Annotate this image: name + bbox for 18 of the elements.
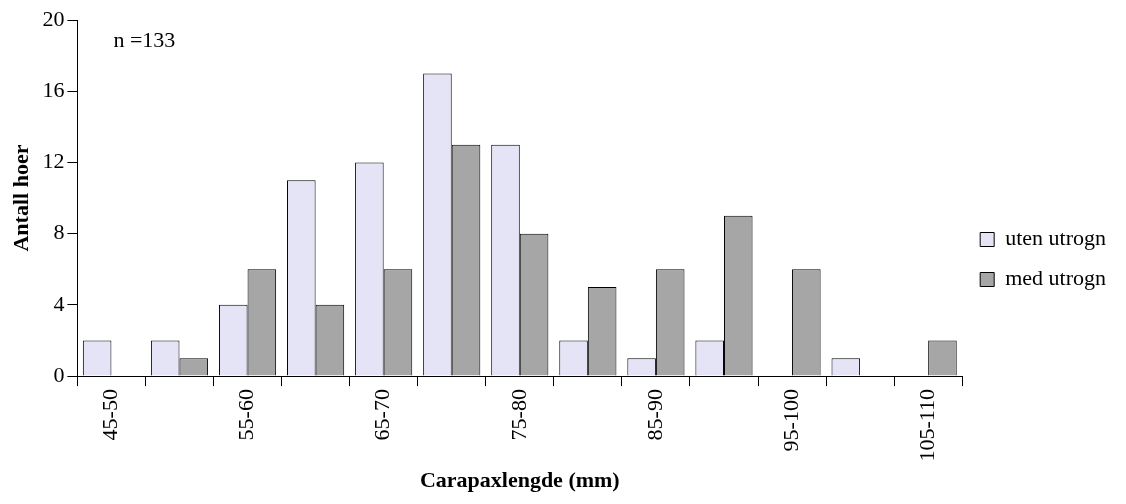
y-tick-label: 4 [53, 290, 65, 316]
y-tick-label: 12 [42, 148, 65, 174]
x-tick-label: 75-80 [505, 389, 531, 441]
annotation: n =133 [113, 26, 176, 52]
legend-label: med utrogn [1005, 265, 1107, 291]
y-tick-label: 0 [53, 361, 65, 387]
x-tick-label: 45-50 [97, 389, 123, 441]
x-tick-label: 85-90 [641, 389, 667, 441]
x-tick-label: 105-110 [913, 389, 939, 462]
y-axis-title: Antall hoer [7, 144, 33, 252]
x-tick-label: 55-60 [233, 389, 259, 441]
y-tick-label: 8 [53, 219, 65, 245]
x-tick-label: 95-100 [777, 389, 803, 452]
y-tick-label: 20 [42, 5, 65, 31]
y-tick-label: 16 [42, 77, 65, 102]
x-axis-title: Carapaxlengde (mm) [419, 467, 620, 493]
legend-label: uten utrogn [1005, 225, 1107, 251]
x-tick-label: 65-70 [369, 389, 395, 441]
